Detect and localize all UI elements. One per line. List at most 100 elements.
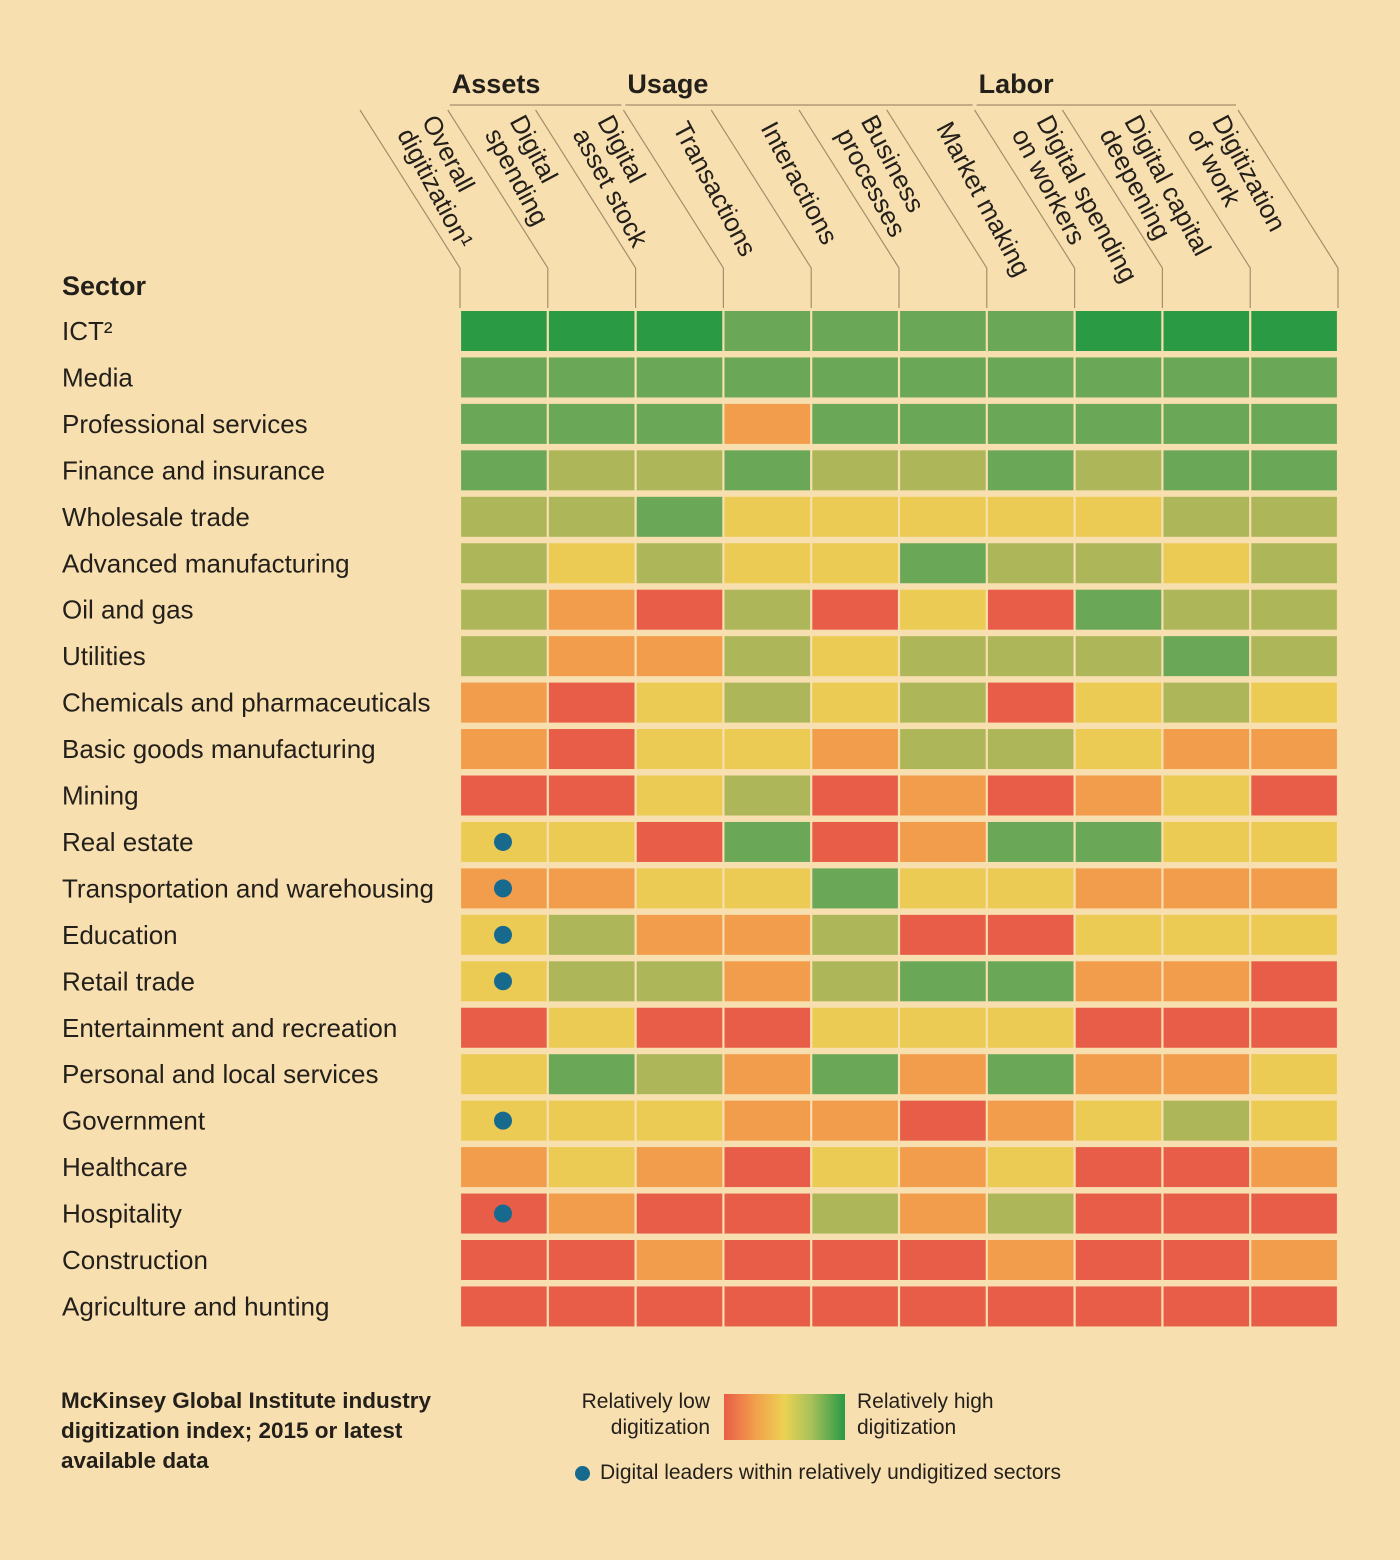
column-divider-line [1149, 109, 1251, 308]
heatmap-cell [812, 1054, 898, 1095]
heatmap-cell [724, 1054, 811, 1095]
heatmap-cell [548, 1007, 635, 1048]
row-label: Basic goods manufacturing [62, 734, 376, 764]
heatmap-cell [636, 1240, 723, 1280]
heatmap-cell [548, 914, 635, 955]
heatmap-cell [987, 636, 1074, 677]
heatmap-cell [1163, 636, 1250, 677]
heatmap-cell [1251, 1100, 1337, 1141]
heatmap-cell [724, 775, 811, 816]
heatmap-cell [461, 775, 547, 816]
heatmap-cell [900, 450, 986, 491]
heatmap-cell [987, 311, 1074, 351]
heatmap-cell [548, 1240, 635, 1280]
heatmap-cell [724, 496, 811, 537]
heatmap-cell [548, 868, 635, 909]
heatmap-cell [1075, 450, 1162, 491]
heatmap-cell [636, 636, 723, 677]
heatmap-cell [636, 543, 723, 584]
heatmap-cell [1075, 1100, 1162, 1141]
heatmap-cell [1163, 868, 1250, 909]
heatmap-cell [1075, 1054, 1162, 1095]
heatmap-cell [548, 357, 635, 398]
heatmap-cell [1163, 1147, 1250, 1188]
digital-leader-dot-icon [575, 1465, 590, 1481]
group-label-assets: Assets [452, 69, 541, 99]
digital-leader-dot [494, 1204, 512, 1223]
legend-high-label: Relatively high digitization [857, 1390, 994, 1439]
heatmap-cell [548, 496, 635, 537]
heatmap-cell [1075, 543, 1162, 584]
heatmap-cell [1251, 311, 1337, 351]
heatmap-cell [1251, 543, 1337, 584]
heatmap-cell [1251, 729, 1337, 770]
heatmap-cell [636, 1007, 723, 1048]
heatmap-cell [812, 682, 898, 723]
heatmap-cell [548, 1100, 635, 1141]
heatmap-cell [724, 543, 811, 584]
heatmap-cell [1163, 775, 1250, 816]
heatmap-cell [461, 636, 547, 677]
heatmap-cell [548, 682, 635, 723]
heatmap-cell [1075, 821, 1162, 862]
heatmap-cell [461, 682, 547, 723]
heatmap-cell [1163, 403, 1250, 444]
heatmap-cell [1163, 589, 1250, 630]
heatmap-cell [900, 1007, 986, 1048]
heatmap-cell [812, 496, 898, 537]
heatmap-cell [900, 543, 986, 584]
heatmap-cell [636, 729, 723, 770]
heatmap-cell [548, 1054, 635, 1095]
heatmap-cell [1163, 1007, 1250, 1048]
heatmap-cell [1163, 961, 1250, 1002]
heatmap-cell [548, 403, 635, 444]
heatmap-cell [987, 403, 1074, 444]
heatmap-cell [548, 636, 635, 677]
heatmap-cell [1251, 1286, 1337, 1327]
digital-leader-dot [494, 925, 512, 944]
group-label-labor: Labor [979, 69, 1054, 99]
heatmap-cell [900, 403, 986, 444]
heatmap-cell [900, 636, 986, 677]
row-label: Personal and local services [62, 1059, 379, 1089]
heatmap-cell [812, 589, 898, 630]
row-label: Wholesale trade [62, 502, 250, 532]
heatmap-cell [987, 1193, 1074, 1234]
heatmap-cell [900, 961, 986, 1002]
heatmap-cell [548, 961, 635, 1002]
row-label: Mining [62, 781, 139, 811]
heatmap-cell [812, 1286, 898, 1327]
row-label: Healthcare [62, 1152, 188, 1182]
heatmap-cell [1075, 914, 1162, 955]
heatmap-cell [812, 1100, 898, 1141]
heatmap-cell [900, 1286, 986, 1327]
column-label-line: Transactions [667, 116, 763, 261]
row-label: Entertainment and recreation [62, 1013, 397, 1043]
heatmap-cell [900, 868, 986, 909]
heatmap-cell [636, 1054, 723, 1095]
heatmap-cell [987, 1100, 1074, 1141]
heatmap-cell [1075, 1286, 1162, 1327]
legend-low-label: Relatively low digitization [581, 1390, 710, 1439]
heatmap-cell [900, 1100, 986, 1141]
heatmap-cell [636, 589, 723, 630]
heatmap-cell [724, 311, 811, 351]
heatmap-cell [900, 1147, 986, 1188]
heatmap-cell [724, 450, 811, 491]
heatmap-cell [987, 821, 1074, 862]
heatmap-cell [900, 1193, 986, 1234]
row-label: Agriculture and hunting [62, 1291, 329, 1321]
heatmap-cell [1163, 1100, 1250, 1141]
heatmap-cell [724, 868, 811, 909]
column-divider-line [1237, 109, 1339, 308]
heatmap-cell [1075, 636, 1162, 677]
row-label: Oil and gas [62, 595, 194, 625]
row-label: Finance and insurance [62, 455, 325, 485]
heatmap-cell [900, 729, 986, 770]
heatmap-cell [987, 914, 1074, 955]
heatmap-cell [1075, 1007, 1162, 1048]
heatmap-cell [900, 682, 986, 723]
heatmap-cell [636, 1193, 723, 1234]
heatmap-cell [548, 729, 635, 770]
